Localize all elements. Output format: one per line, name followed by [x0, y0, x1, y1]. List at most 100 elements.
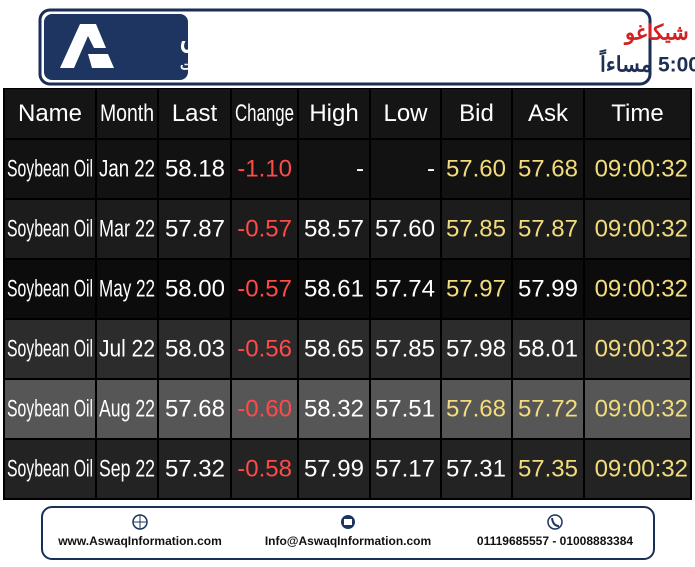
table-cell: 57.85: [446, 215, 506, 242]
table-cell: 09:00:32: [595, 215, 688, 242]
table-cell: 58.57: [304, 215, 364, 242]
cell-background: [442, 320, 511, 378]
table-cell: 57.31: [446, 455, 506, 482]
cell-background: [585, 200, 690, 258]
cell-background: [97, 380, 157, 438]
table-cell: 57.99: [518, 275, 578, 302]
table-cell: 09:00:32: [595, 275, 688, 302]
table-cell: 57.68: [518, 155, 578, 182]
cell-background: [513, 440, 583, 498]
cell-background: [159, 440, 230, 498]
cell-background: [585, 260, 690, 318]
header-cell: [299, 89, 369, 138]
title: الأسعار اللحظية لزيت الصويا فى بورصة شيك…: [623, 19, 695, 46]
cell-background: [5, 440, 95, 498]
table-cell: -1.10: [237, 155, 292, 182]
logo-box: [44, 14, 188, 80]
column-header: Ask: [528, 100, 569, 127]
phone-icon: [547, 514, 563, 530]
cell-background: [97, 320, 157, 378]
cell-background: [159, 260, 230, 318]
table-cell: 57.98: [446, 335, 506, 362]
header-cell: [5, 89, 95, 138]
table-cell: 58.32: [304, 395, 364, 422]
footer-box: [41, 506, 655, 560]
table-cell: 57.87: [165, 215, 225, 242]
subtitle: 14يناير 2022 الساعة 5:00 مساءاً: [599, 49, 695, 78]
cell-background: [513, 200, 583, 258]
cell-background: [513, 380, 583, 438]
cell-background: [5, 140, 95, 198]
header-cell: [159, 89, 230, 138]
table-cell: 58.18: [165, 155, 225, 182]
cell-background: [159, 140, 230, 198]
header-box: [38, 8, 652, 86]
table-cell: 57.35: [518, 455, 578, 482]
table-cell: 57.17: [375, 455, 435, 482]
table-cell: Soybean Oil: [7, 215, 93, 242]
cell-background: [159, 380, 230, 438]
cell-background: [371, 200, 440, 258]
cell-background: [442, 440, 511, 498]
table-cell: 57.72: [518, 395, 578, 422]
table-cell: Jul 22: [99, 335, 155, 362]
cell-background: [585, 320, 690, 378]
table-cell: 57.97: [446, 275, 506, 302]
cell-background: [585, 140, 690, 198]
table-cell: Jan 22: [99, 155, 155, 182]
table-cell: 57.32: [165, 455, 225, 482]
table-cell: 58.03: [165, 335, 225, 362]
cell-background: [299, 200, 369, 258]
web-icon: [132, 514, 148, 530]
cell-background: [442, 140, 511, 198]
cell-background: [232, 440, 297, 498]
cell-background: [299, 260, 369, 318]
table-cell: May 22: [99, 275, 155, 302]
table-cell: 58.65: [304, 335, 364, 362]
header-cell: [442, 89, 511, 138]
table-cell: Soybean Oil: [7, 455, 93, 482]
table-cell: 09:00:32: [595, 395, 688, 422]
website: www.AswaqInformation.com: [57, 534, 222, 548]
cell-background: [442, 380, 511, 438]
column-header: Bid: [459, 100, 494, 127]
cell-background: [585, 380, 690, 438]
table-cell: 58.00: [165, 275, 225, 302]
header-cell: [97, 89, 157, 138]
table-cell: -: [356, 155, 364, 182]
table-cell: 58.01: [518, 335, 578, 362]
logo-icon: [60, 24, 114, 68]
cell-background: [232, 260, 297, 318]
cell-background: [232, 320, 297, 378]
table-cell: Soybean Oil: [7, 155, 93, 182]
cell-background: [159, 320, 230, 378]
column-header: High: [309, 100, 358, 127]
table-cell: 09:00:32: [595, 455, 688, 482]
table-cell: -0.57: [237, 215, 292, 242]
table-cell: Sep 22: [99, 455, 155, 482]
cell-background: [5, 260, 95, 318]
table-cell: Aug 22: [99, 395, 155, 422]
table-cell: -0.56: [237, 335, 292, 362]
logo-subtext: للمعلومات: [180, 57, 241, 74]
logo-text: أسواق: [180, 20, 250, 54]
cell-background: [299, 440, 369, 498]
cell-background: [299, 140, 369, 198]
table-cell: 09:00:32: [595, 335, 688, 362]
cell-background: [371, 320, 440, 378]
cell-background: [299, 320, 369, 378]
phone: 01119685557 - 01008883384: [477, 534, 633, 548]
cell-background: [232, 380, 297, 438]
cell-background: [442, 260, 511, 318]
table-cell: 57.60: [375, 215, 435, 242]
cell-background: [97, 140, 157, 198]
email-icon: [341, 515, 355, 529]
cell-background: [371, 380, 440, 438]
table-cell: -0.57: [237, 275, 292, 302]
cell-background: [5, 320, 95, 378]
cell-background: [513, 140, 583, 198]
cell-background: [299, 380, 369, 438]
table-cell: 57.85: [375, 335, 435, 362]
header-cell: [513, 89, 583, 138]
